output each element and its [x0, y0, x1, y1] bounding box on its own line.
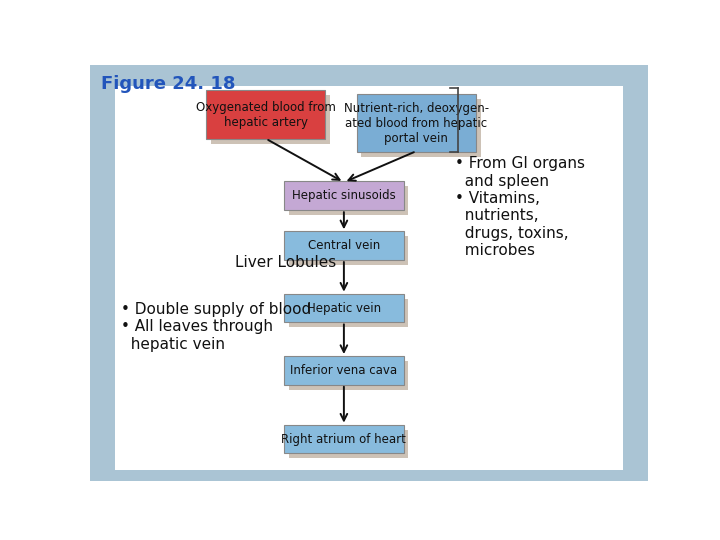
FancyBboxPatch shape: [284, 294, 404, 322]
Text: • From GI organs
  and spleen
• Vitamins,
  nutrients,
  drugs, toxins,
  microb: • From GI organs and spleen • Vitamins, …: [456, 156, 585, 258]
Text: Nutrient-rich, deoxygen-
ated blood from hepatic
portal vein: Nutrient-rich, deoxygen- ated blood from…: [344, 102, 489, 145]
Bar: [90, 65, 648, 85]
Bar: [623, 65, 648, 481]
Text: Hepatic sinusoids: Hepatic sinusoids: [292, 190, 396, 202]
FancyBboxPatch shape: [284, 356, 404, 385]
Text: Inferior vena cava: Inferior vena cava: [290, 364, 397, 377]
Bar: [90, 65, 115, 481]
FancyBboxPatch shape: [289, 299, 408, 327]
FancyBboxPatch shape: [284, 181, 404, 210]
FancyBboxPatch shape: [284, 231, 404, 260]
Text: Oxygenated blood from
hepatic artery: Oxygenated blood from hepatic artery: [196, 100, 336, 129]
FancyBboxPatch shape: [210, 95, 330, 144]
Text: Liver Lobules: Liver Lobules: [235, 255, 336, 270]
FancyBboxPatch shape: [284, 424, 404, 454]
Text: Right atrium of heart: Right atrium of heart: [282, 433, 406, 446]
FancyBboxPatch shape: [289, 430, 408, 458]
Text: Hepatic vein: Hepatic vein: [307, 301, 381, 314]
FancyBboxPatch shape: [289, 361, 408, 390]
Text: Central vein: Central vein: [307, 239, 380, 252]
FancyBboxPatch shape: [361, 99, 481, 157]
Bar: [90, 470, 648, 481]
Text: Figure 24. 18: Figure 24. 18: [101, 75, 235, 93]
FancyBboxPatch shape: [206, 90, 325, 139]
FancyBboxPatch shape: [356, 94, 476, 152]
FancyBboxPatch shape: [289, 237, 408, 265]
FancyBboxPatch shape: [289, 186, 408, 215]
Text: • Double supply of blood
• All leaves through
  hepatic vein: • Double supply of blood • All leaves th…: [121, 302, 311, 352]
